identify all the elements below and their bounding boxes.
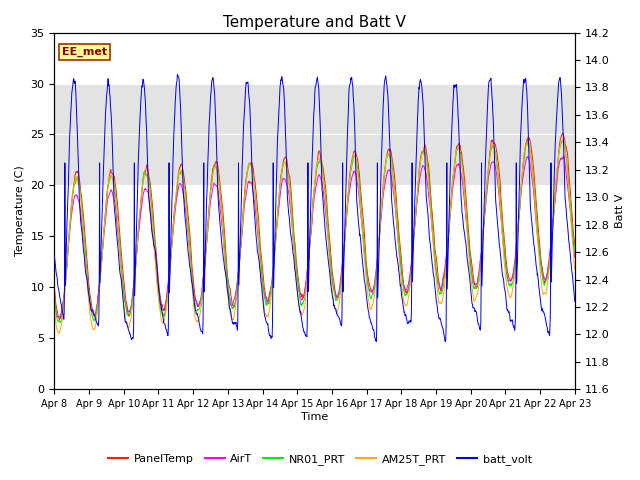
X-axis label: Time: Time [301,412,328,422]
Bar [54,84,575,185]
Y-axis label: Temperature (C): Temperature (C) [15,166,25,256]
Legend: PanelTemp, AirT, NR01_PRT, AM25T_PRT, batt_volt: PanelTemp, AirT, NR01_PRT, AM25T_PRT, ba… [104,450,536,469]
Y-axis label: Batt V: Batt V [615,194,625,228]
Title: Temperature and Batt V: Temperature and Batt V [223,15,406,30]
Text: EE_met: EE_met [62,47,108,57]
